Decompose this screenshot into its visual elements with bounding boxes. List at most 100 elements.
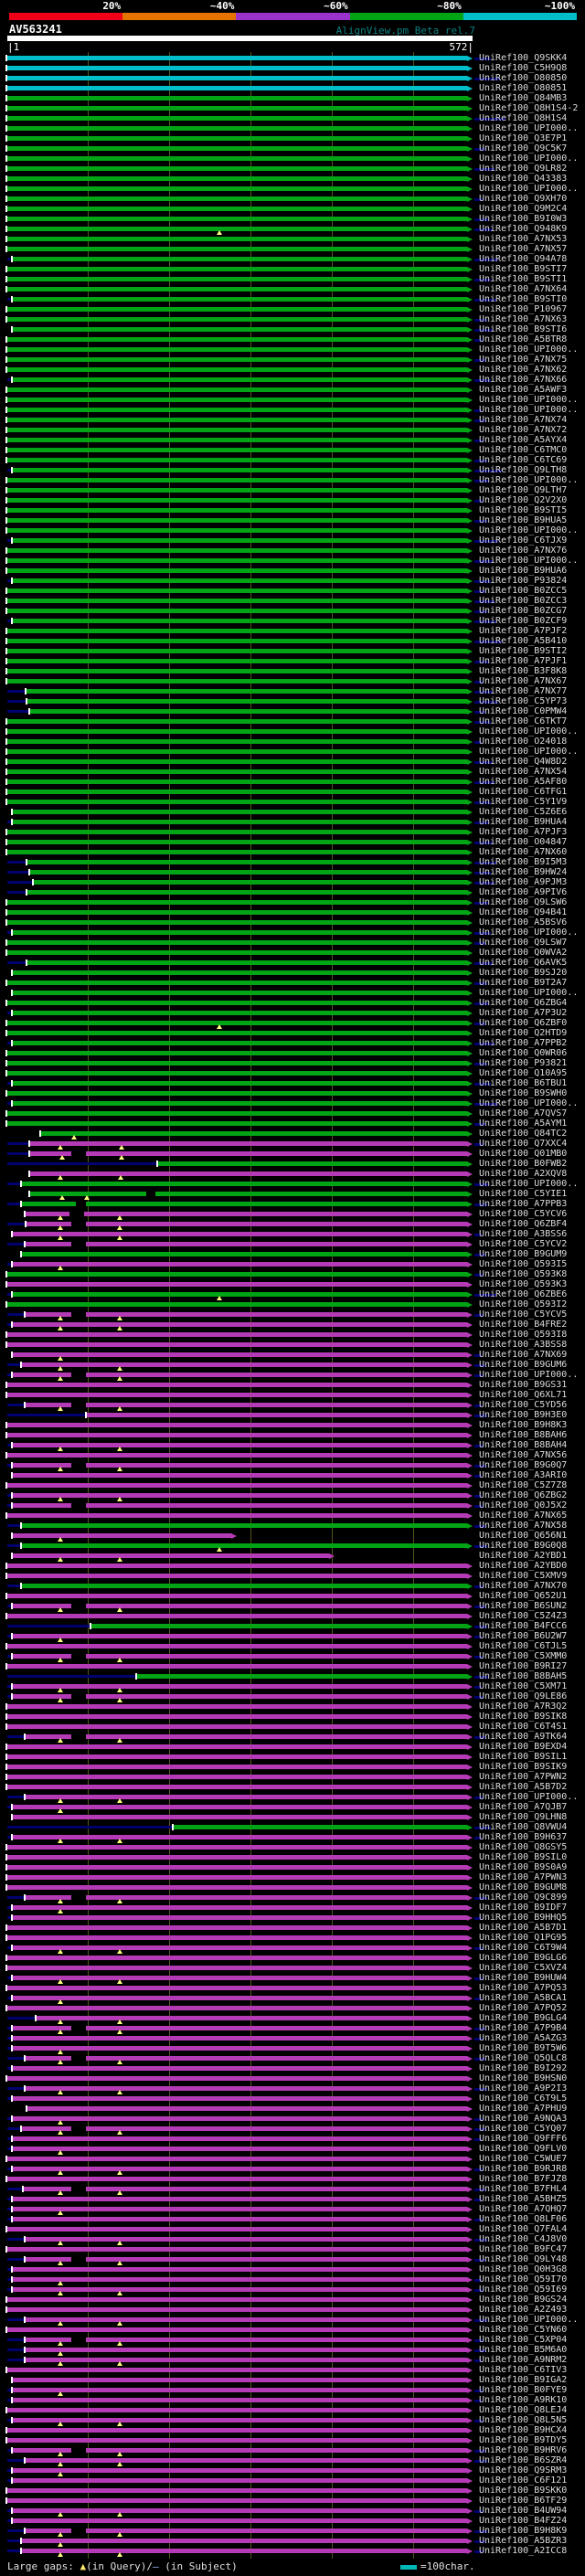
hit-bar[interactable] — [7, 1966, 468, 1970]
hit-bar[interactable] — [7, 1754, 468, 1759]
hit-bar[interactable] — [13, 297, 468, 302]
hit-bar[interactable] — [7, 759, 468, 764]
hit-bar[interactable] — [7, 307, 468, 312]
hit-bar[interactable] — [7, 387, 468, 392]
hit-bar[interactable] — [7, 950, 468, 955]
hit-bar[interactable] — [13, 2508, 468, 2513]
hit-bar[interactable] — [7, 2488, 468, 2493]
hit-bar[interactable] — [7, 56, 468, 60]
hit-bar[interactable] — [22, 1543, 468, 1548]
hit-bar[interactable] — [13, 2388, 468, 2392]
hit-bar[interactable] — [13, 1503, 468, 1508]
hit-bar[interactable] — [7, 900, 468, 905]
hit-bar[interactable] — [22, 1523, 468, 1528]
hit-bar[interactable] — [7, 2006, 468, 2010]
hit-bar[interactable] — [7, 1001, 468, 1005]
hit-bar[interactable] — [13, 810, 468, 814]
hit-bar[interactable] — [7, 2177, 468, 2181]
hit-bar[interactable] — [7, 679, 468, 684]
hit-bar[interactable] — [7, 196, 468, 201]
hit-bar[interactable] — [7, 639, 468, 643]
hit-bar[interactable] — [7, 367, 468, 372]
hit-bar[interactable] — [7, 2408, 468, 2412]
hit-bar[interactable] — [7, 1644, 468, 1648]
hit-bar[interactable] — [7, 1845, 468, 1850]
hit-bar[interactable] — [7, 769, 468, 774]
hit-bar[interactable] — [25, 2237, 468, 2242]
hit-bar[interactable] — [7, 2297, 468, 2302]
hit-bar[interactable] — [7, 1513, 468, 1518]
hit-bar[interactable] — [7, 448, 468, 452]
hit-bar[interactable] — [25, 2337, 468, 2342]
hit-bar[interactable] — [7, 1071, 468, 1076]
hit-bar[interactable] — [29, 1192, 468, 1196]
hit-bar[interactable] — [7, 287, 468, 292]
hit-bar[interactable] — [7, 2327, 468, 2332]
hit-bar[interactable] — [7, 2076, 468, 2081]
hit-bar[interactable] — [7, 981, 468, 985]
hit-bar[interactable] — [7, 2428, 468, 2433]
hit-bar[interactable] — [7, 116, 468, 121]
hit-bar[interactable] — [25, 1403, 468, 1407]
hit-bar[interactable] — [13, 1815, 468, 1819]
hit-bar[interactable] — [13, 2398, 468, 2402]
hit-bar[interactable] — [22, 1584, 468, 1588]
hit-bar[interactable] — [7, 337, 468, 342]
hit-bar[interactable] — [13, 1493, 468, 1498]
hit-bar[interactable] — [13, 2207, 468, 2211]
hit-bar[interactable] — [7, 2157, 468, 2161]
hit-bar[interactable] — [7, 1855, 468, 1860]
hit-bar[interactable] — [7, 2227, 468, 2231]
hit-bar[interactable] — [7, 478, 468, 482]
hit-bar[interactable] — [13, 1322, 468, 1327]
hit-bar[interactable] — [7, 1061, 468, 1065]
hit-bar[interactable] — [7, 66, 468, 70]
hit-bar[interactable] — [7, 1091, 468, 1096]
hit-bar[interactable] — [7, 1483, 468, 1488]
hit-bar[interactable] — [22, 2126, 468, 2131]
hit-bar[interactable] — [25, 1242, 468, 1246]
hit-bar[interactable] — [13, 2217, 468, 2221]
hit-bar[interactable] — [25, 2458, 468, 2463]
hit-bar[interactable] — [7, 1956, 468, 1960]
hit-bar[interactable] — [7, 528, 468, 533]
hit-bar[interactable] — [13, 1373, 468, 1377]
hit-bar[interactable] — [27, 2106, 468, 2111]
hit-bar[interactable] — [7, 398, 468, 402]
hit-bar[interactable] — [25, 2358, 468, 2362]
hit-bar[interactable] — [25, 2317, 468, 2322]
hit-bar[interactable] — [13, 2287, 468, 2292]
hit-bar[interactable] — [7, 166, 468, 171]
hit-bar[interactable] — [7, 1885, 468, 1890]
hit-bar[interactable] — [7, 106, 468, 111]
hit-bar[interactable] — [157, 1161, 468, 1166]
hit-bar[interactable] — [13, 991, 468, 995]
hit-bar[interactable] — [7, 347, 468, 352]
hit-bar[interactable] — [13, 2378, 468, 2382]
hit-bar[interactable] — [13, 1101, 468, 1106]
hit-bar[interactable] — [7, 1423, 468, 1427]
hit-bar[interactable] — [7, 1765, 468, 1769]
hit-bar[interactable] — [87, 1413, 468, 1417]
hit-bar[interactable] — [7, 729, 468, 734]
hit-bar[interactable] — [7, 599, 468, 603]
hit-bar[interactable] — [7, 940, 468, 945]
hit-bar[interactable] — [13, 930, 468, 935]
hit-bar[interactable] — [7, 357, 468, 362]
hit-bar[interactable] — [25, 1895, 468, 1900]
hit-bar[interactable] — [7, 1594, 468, 1598]
hit-bar[interactable] — [25, 1795, 468, 1799]
hit-bar[interactable] — [7, 558, 468, 563]
hit-bar[interactable] — [22, 1252, 468, 1256]
hit-bar[interactable] — [13, 1011, 468, 1015]
hit-bar[interactable] — [25, 2056, 468, 2061]
hit-bar[interactable] — [7, 2368, 468, 2372]
hit-bar[interactable] — [13, 1352, 468, 1357]
hit-bar[interactable] — [7, 247, 468, 251]
hit-bar[interactable] — [13, 2197, 468, 2201]
hit-bar[interactable] — [7, 830, 468, 834]
hit-bar[interactable] — [13, 1805, 468, 1809]
hit-bar[interactable] — [7, 438, 468, 442]
hit-bar[interactable] — [7, 207, 468, 211]
hit-bar[interactable] — [13, 1292, 468, 1297]
